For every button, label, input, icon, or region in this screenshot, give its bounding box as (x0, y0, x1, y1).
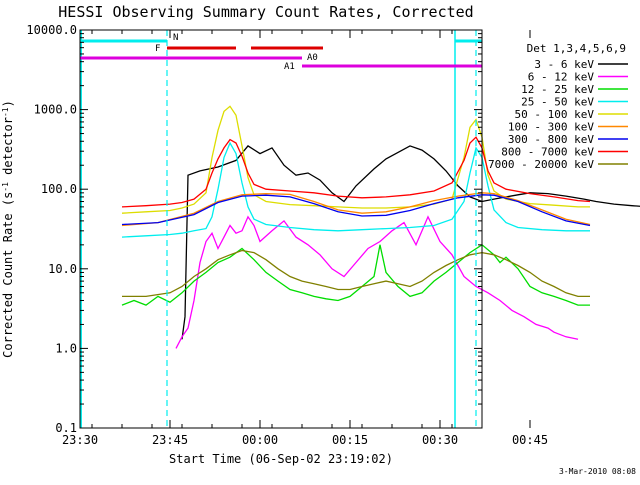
y-tick-label-5: 1000.0 (34, 103, 77, 117)
series-line-3 (121, 243, 590, 306)
series-line-8 (121, 136, 591, 208)
series-line-7 (121, 194, 591, 227)
legend-label-7: 300 - 800 keV (508, 133, 594, 146)
x-tick-label-6: 00:45 (512, 433, 548, 447)
chart-title: HESSI Observing Summary Count Rates, Cor… (58, 3, 473, 21)
legend-label-9: 7000 - 20000 keV (488, 158, 594, 171)
x-tick-label-5: 00:30 (422, 433, 458, 447)
series-line-4 (121, 141, 590, 238)
x-axis: 23:30 23:45 00:00 00:15 00:30 00:45 (62, 30, 548, 447)
y-tick-label-4: 100.0 (41, 182, 77, 196)
y-tick-label-3: 10.0 (48, 262, 77, 276)
y-tick-label-2: 1.0 (55, 341, 77, 355)
legend-label-3: 12 - 25 keV (521, 83, 594, 96)
x-tick-label-2: 23:45 (152, 433, 188, 447)
flag-a0-label: A0 (307, 53, 318, 63)
legend-label-1: 3 - 6 keV (534, 58, 594, 71)
footer-timestamp: 3-Mar-2010 08:08 (559, 467, 636, 476)
flag-n-label: N (173, 33, 178, 43)
plot-area: N F A0 A1 (80, 30, 640, 428)
legend-label-6: 100 - 300 keV (508, 121, 594, 134)
legend-label-2: 6 - 12 keV (528, 71, 595, 84)
legend-title: Det 1,3,4,5,6,9 (527, 42, 626, 55)
y-axis-label: Corrected Count Rate (s-1 detector-1) (1, 100, 15, 358)
x-tick-label-3: 00:00 (242, 433, 278, 447)
y-axis: 0.1 1.0 10.0 100.0 1000.0 10000.0 (26, 23, 482, 435)
legend-label-5: 50 - 100 keV (515, 108, 595, 121)
plot-frame (79, 29, 483, 429)
y-tick-label-6: 10000.0 (26, 23, 77, 37)
legend-label-4: 25 - 50 keV (521, 96, 594, 109)
series-line-9 (122, 249, 590, 298)
series-line-1 (181, 145, 640, 340)
series-line-6 (121, 192, 591, 227)
y-tick-label-1: 0.1 (55, 421, 77, 435)
flag-f-label: F (155, 44, 160, 54)
x-tick-label-4: 00:15 (332, 433, 368, 447)
x-tick-label-1: 23:30 (62, 433, 98, 447)
legend-label-8: 800 - 7000 keV (501, 146, 594, 159)
flag-a1-label: A1 (284, 62, 295, 72)
x-axis-label: Start Time (06-Sep-02 23:19:02) (169, 452, 393, 466)
series-line-2 (175, 215, 579, 349)
